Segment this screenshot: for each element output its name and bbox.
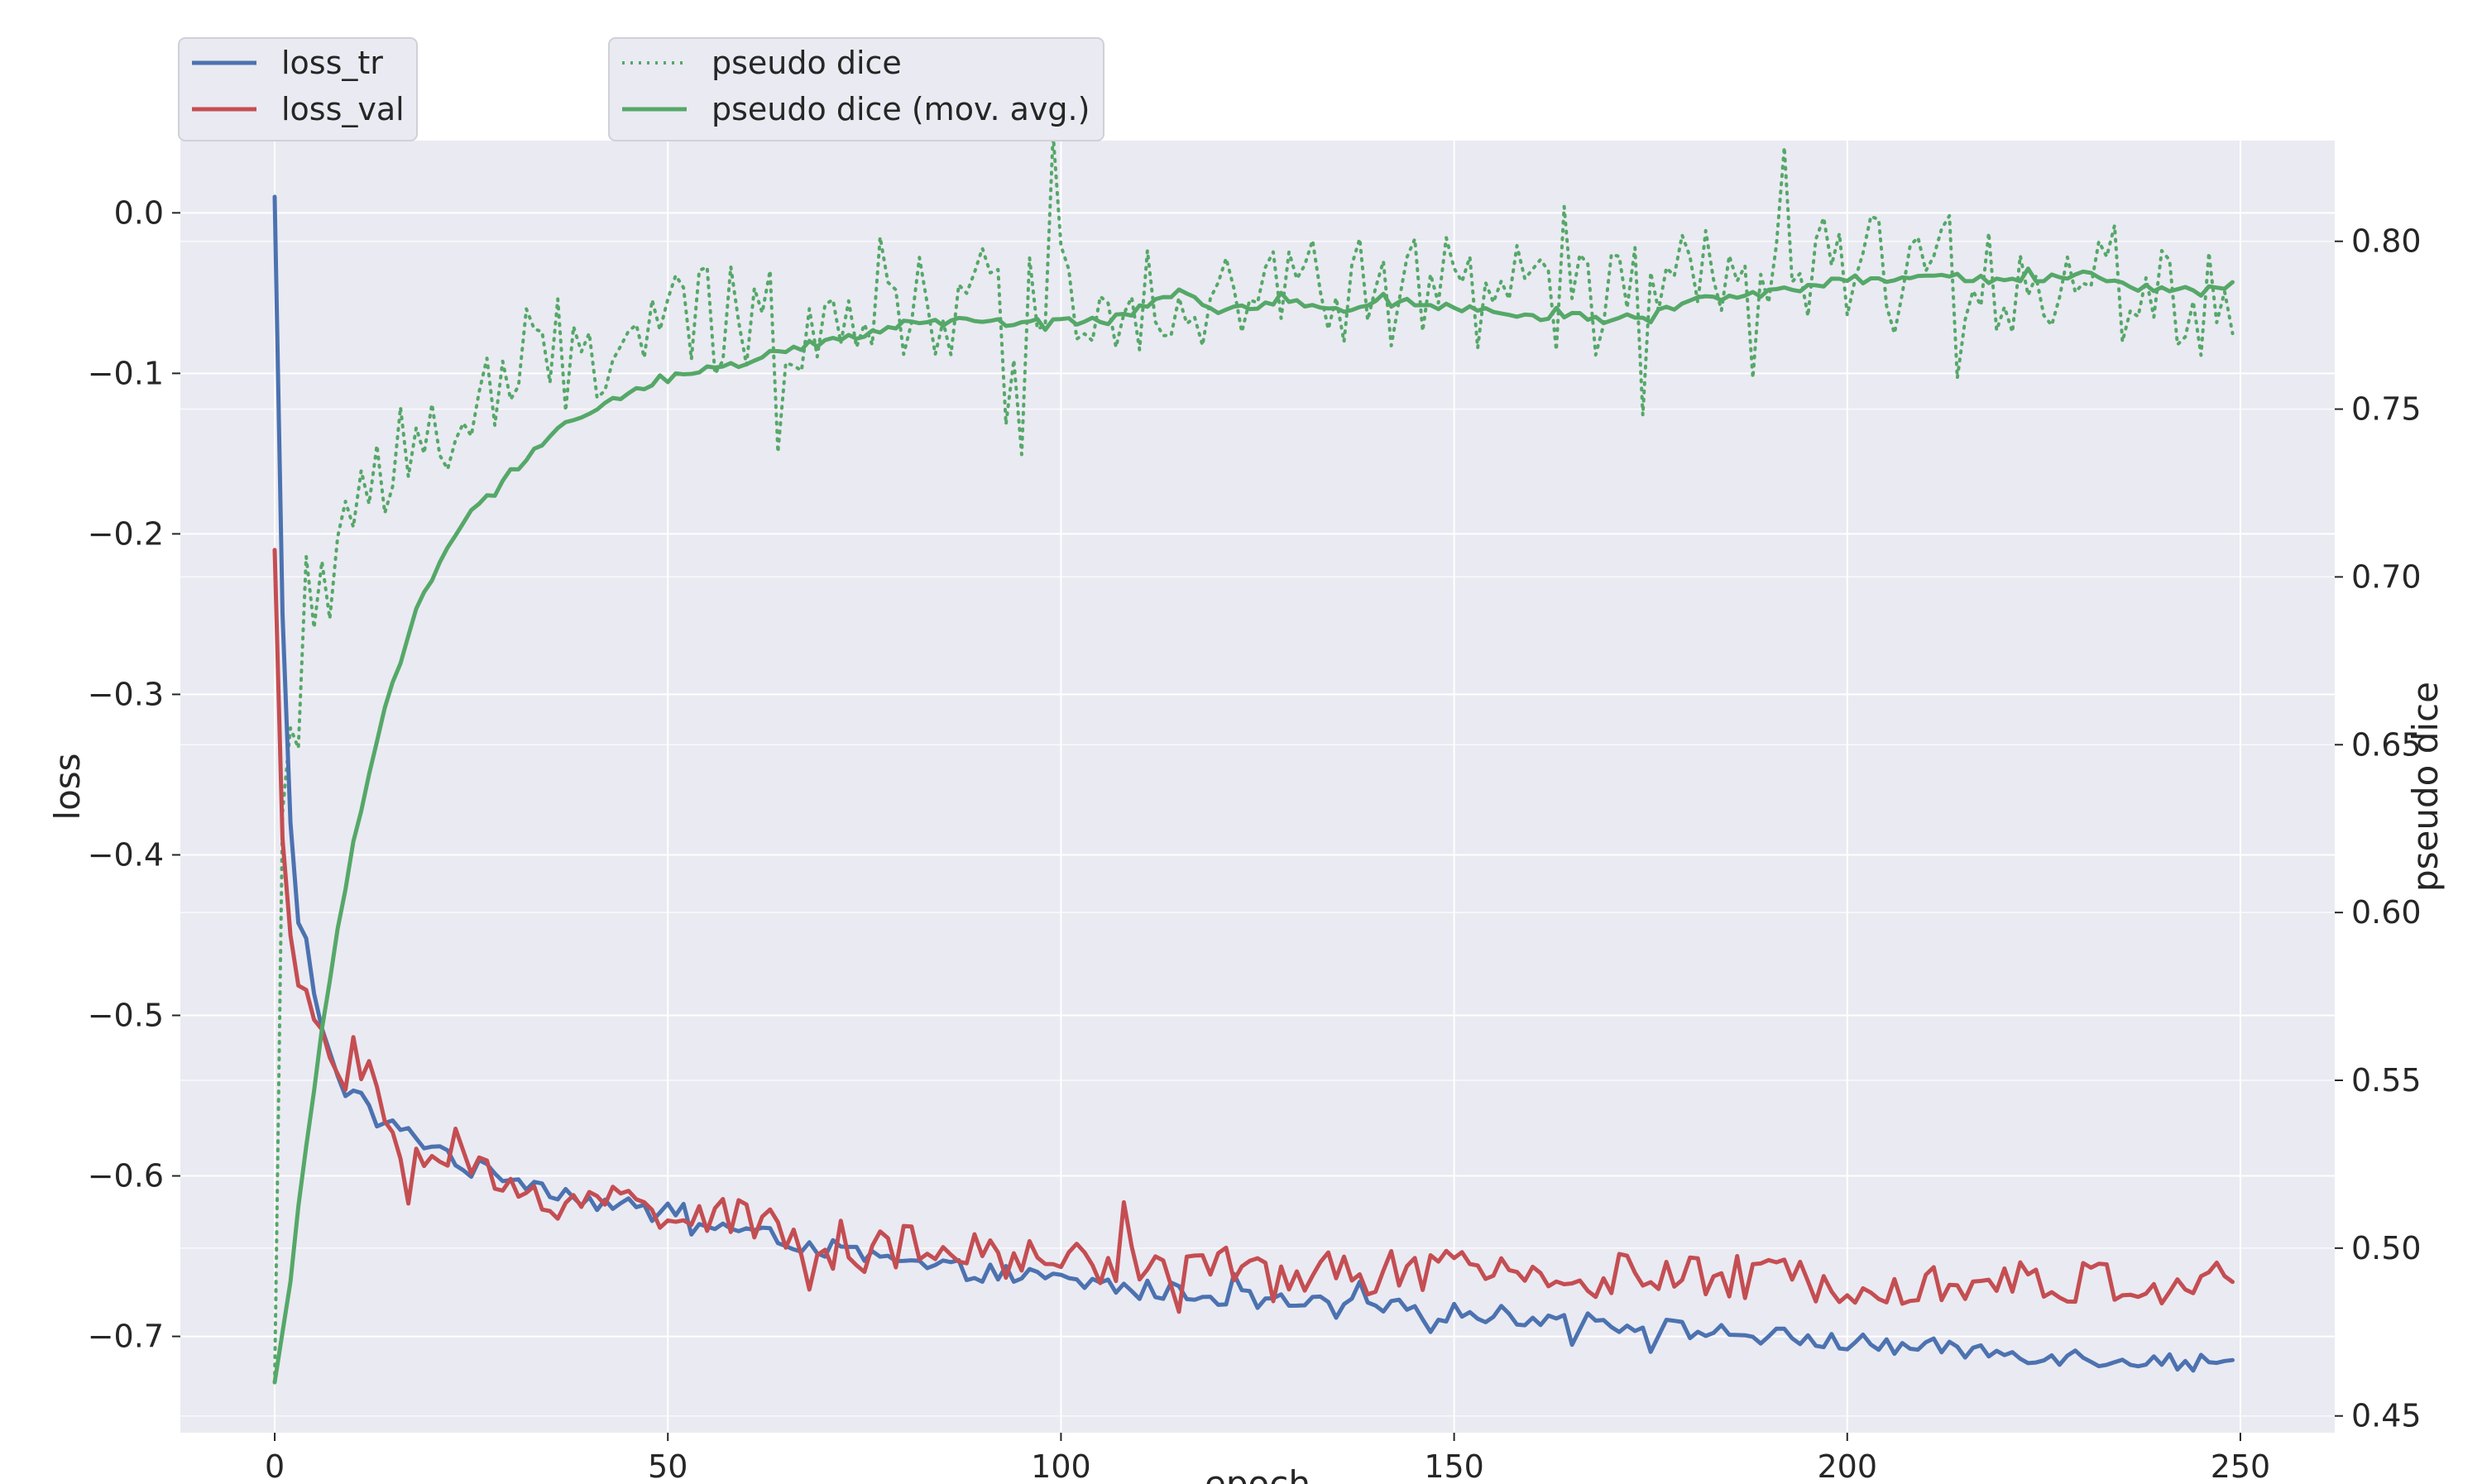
y2-axis-label: pseudo dice <box>2405 682 2446 892</box>
y-tick-label-5: −0.5 <box>88 998 164 1034</box>
x-tick-label-50: 50 <box>648 1448 688 1484</box>
y2-tick-label-0: 0.45 <box>2351 1398 2422 1434</box>
legend-label-loss-val: loss_val <box>281 91 405 127</box>
legend-label-pseudo-dice: pseudo dice <box>712 45 902 81</box>
y2-tick-label-7: 0.80 <box>2351 223 2422 260</box>
series-line-loss-tr <box>272 194 2235 1373</box>
x-tick-label-0: 0 <box>265 1448 285 1484</box>
x-tick-label-150: 150 <box>1424 1448 1484 1484</box>
y-tick-label-3: −0.3 <box>88 676 164 712</box>
series-layer <box>272 132 2235 1385</box>
y-axis-label: loss <box>47 753 88 820</box>
y2-tick-label-6: 0.75 <box>2351 391 2422 428</box>
series-line-pseudo-dice <box>273 132 2235 1385</box>
legend-loss: loss_tr loss_val <box>178 37 418 141</box>
y-tick-label-7: −0.7 <box>88 1319 164 1355</box>
y2-tick-label-1: 0.50 <box>2351 1230 2422 1266</box>
y-tick-label-2: −0.2 <box>88 515 164 552</box>
x-tick-label-250: 250 <box>2211 1448 2271 1484</box>
grid-lines <box>180 141 2335 1433</box>
y2-tick-label-5: 0.70 <box>2351 558 2422 595</box>
y-tick-label-0: 0.0 <box>114 194 164 231</box>
legend-dice-box <box>608 37 1104 141</box>
y-tick-label-1: −0.1 <box>88 355 164 391</box>
legend-label-loss-tr: loss_tr <box>281 45 383 81</box>
y-tick-label-4: −0.4 <box>88 836 164 873</box>
series-line-loss-val <box>272 548 2235 1314</box>
x-tick-label-100: 100 <box>1031 1448 1091 1484</box>
y2-tick-label-2: 0.55 <box>2351 1062 2422 1099</box>
series-line-pseudo-dice-mov-avg <box>272 266 2235 1385</box>
y-tick-label-6: −0.6 <box>88 1158 164 1194</box>
plot-area <box>180 141 2335 1433</box>
legend-dice: pseudo dice pseudo dice (mov. avg.) <box>608 37 1104 141</box>
y2-tick-label-3: 0.60 <box>2351 894 2422 931</box>
x-tick-label-200: 200 <box>1818 1448 1878 1484</box>
tick-labels: 0 50 100 150 200 250 0.0 −0.1 −0.2 −0.3 −0.4 −0.5 −0… <box>88 194 2422 1484</box>
y2-tick-label-4: 0.65 <box>2351 726 2422 763</box>
x-axis-label: epoch <box>1205 1463 1310 1484</box>
legend-label-pseudo-dice-mov-avg: pseudo dice (mov. avg.) <box>712 91 1090 127</box>
